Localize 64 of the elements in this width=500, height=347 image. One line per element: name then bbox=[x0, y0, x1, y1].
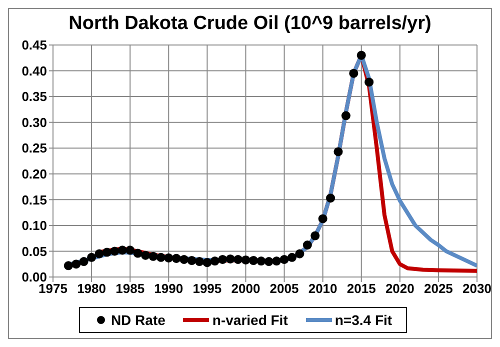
point bbox=[318, 214, 328, 224]
point bbox=[148, 252, 158, 261]
point bbox=[287, 252, 296, 262]
point bbox=[326, 194, 336, 203]
x-tick-label: 1980 bbox=[77, 281, 106, 296]
point bbox=[94, 249, 104, 258]
y-tick-label: 0.35 bbox=[22, 89, 47, 104]
x-tick-label: 1985 bbox=[116, 281, 145, 296]
point bbox=[140, 250, 150, 260]
point bbox=[156, 252, 166, 262]
point bbox=[79, 257, 88, 266]
point bbox=[126, 246, 135, 255]
point bbox=[210, 256, 220, 266]
point bbox=[102, 248, 112, 257]
point bbox=[302, 240, 312, 250]
point bbox=[133, 248, 142, 258]
point bbox=[349, 68, 358, 78]
point bbox=[187, 256, 196, 266]
point bbox=[180, 254, 189, 264]
point bbox=[264, 257, 274, 266]
point bbox=[110, 246, 120, 256]
x-tick-label: 2020 bbox=[385, 281, 414, 296]
legend-label: n-varied Fit bbox=[212, 312, 288, 328]
x-tick-label: 2005 bbox=[270, 281, 299, 296]
x-tick-label: 2030 bbox=[462, 281, 492, 296]
point bbox=[218, 254, 228, 264]
point bbox=[280, 254, 289, 264]
y-tick-label: 0.30 bbox=[22, 114, 47, 130]
y-tick-label: 0.40 bbox=[22, 63, 47, 78]
point bbox=[310, 231, 320, 240]
point bbox=[241, 255, 250, 264]
point bbox=[272, 256, 282, 266]
x-tick-label: 2025 bbox=[424, 281, 453, 296]
chart-title: North Dakota Crude Oil (10^9 barrels/yr) bbox=[68, 13, 432, 36]
y-tick-label: 0.15 bbox=[22, 192, 47, 208]
point bbox=[234, 254, 243, 264]
point bbox=[341, 111, 350, 120]
x-tick-label: 1995 bbox=[192, 281, 222, 296]
y-tick-label: 0.25 bbox=[22, 140, 47, 156]
legend-label: ND Rate bbox=[110, 312, 166, 328]
point bbox=[164, 253, 174, 262]
point bbox=[295, 249, 304, 258]
y-tick-label: 0.10 bbox=[22, 218, 47, 234]
point bbox=[64, 261, 73, 270]
legend-label: n=3.4 Fit bbox=[334, 312, 392, 328]
point bbox=[118, 246, 127, 255]
point bbox=[226, 254, 235, 264]
point bbox=[256, 256, 266, 266]
x-tick-label: 2000 bbox=[231, 281, 260, 296]
point bbox=[172, 254, 181, 263]
point bbox=[248, 256, 258, 266]
y-tick-label: 0.20 bbox=[22, 166, 47, 182]
x-tick-label: 1990 bbox=[154, 281, 184, 296]
y-tick-label: 0.05 bbox=[22, 244, 47, 259]
point bbox=[356, 50, 366, 60]
point bbox=[87, 252, 96, 262]
point bbox=[202, 258, 212, 268]
point bbox=[72, 260, 81, 269]
x-tick-label: 2010 bbox=[308, 281, 338, 296]
x-tick-label: 2015 bbox=[346, 281, 376, 296]
point bbox=[334, 147, 343, 156]
point bbox=[364, 78, 374, 87]
y-tick-label: 0.45 bbox=[22, 38, 47, 53]
point bbox=[194, 257, 204, 266]
